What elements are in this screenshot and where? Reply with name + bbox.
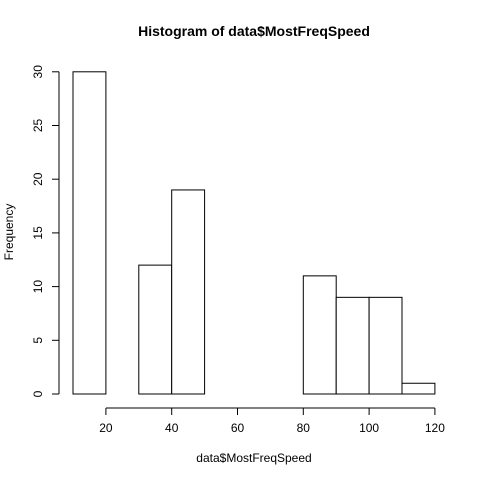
y-axis: 0 5 10 15 20 25 30 <box>31 65 60 397</box>
x-tick-label: 20 <box>99 421 113 435</box>
x-axis: 20 40 60 80 100 120 <box>99 407 445 435</box>
y-tick-label: 5 <box>31 337 45 344</box>
x-tick-label: 100 <box>359 421 379 435</box>
y-tick-label: 30 <box>31 65 45 79</box>
histogram-bar-3 <box>171 189 206 395</box>
y-tick-label: 0 <box>31 390 45 397</box>
histogram-bar-2 <box>138 264 173 395</box>
histogram-bar-7 <box>302 275 337 395</box>
bars-group <box>72 71 436 395</box>
x-axis-label: data$MostFreqSpeed <box>196 451 311 465</box>
histogram-bar-10 <box>401 382 436 395</box>
y-axis-label: Frequency <box>2 204 16 261</box>
histogram-bar-8 <box>335 296 370 395</box>
chart-title: Histogram of data$MostFreqSpeed <box>138 23 370 39</box>
x-tick-label: 60 <box>231 421 245 435</box>
x-tick-label: 120 <box>425 421 445 435</box>
histogram-bar-0 <box>72 71 107 395</box>
histogram-bar-9 <box>368 296 403 395</box>
x-tick-label: 80 <box>297 421 311 435</box>
y-tick-label: 10 <box>31 280 45 294</box>
y-tick-label: 15 <box>31 226 45 240</box>
y-tick-label: 25 <box>31 119 45 133</box>
x-tick-label: 40 <box>165 421 179 435</box>
y-tick-label: 20 <box>31 172 45 186</box>
